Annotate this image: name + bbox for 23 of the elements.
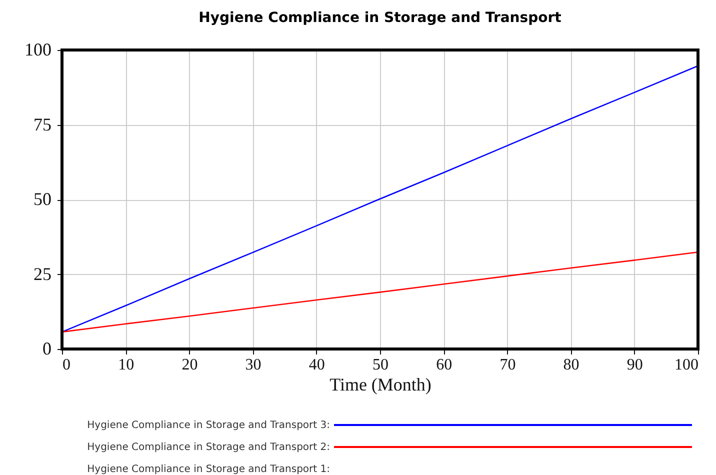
line-series bbox=[61, 65, 699, 333]
x-tick-label: 0 bbox=[62, 356, 70, 374]
x-tick-label: 20 bbox=[182, 356, 198, 374]
x-tick-label: 30 bbox=[245, 356, 262, 374]
legend-label: Hygiene Compliance in Storage and Transport 3: bbox=[87, 420, 330, 431]
y-tick-label: 100 bbox=[24, 40, 52, 60]
x-tick-label: 70 bbox=[500, 356, 516, 374]
y-tick-label: 25 bbox=[34, 264, 52, 284]
line-series bbox=[61, 251, 699, 333]
y-tick-label: 0 bbox=[42, 338, 52, 358]
x-tick-label: 100 bbox=[674, 356, 698, 374]
x-tick-label: 60 bbox=[436, 356, 452, 374]
x-tick-label: 50 bbox=[372, 356, 388, 374]
x-tick-label: 40 bbox=[308, 356, 325, 374]
y-tick-label: 75 bbox=[34, 114, 52, 134]
legend-label: Hygiene Compliance in Storage and Transport 2: bbox=[87, 442, 330, 453]
x-axis-title: Time (Month) bbox=[330, 374, 432, 394]
y-tick-label: 50 bbox=[34, 189, 52, 209]
x-tick-label: 10 bbox=[118, 356, 134, 374]
x-tick-label: 80 bbox=[563, 356, 580, 374]
text: Hygiene Compliance in Storage and Transport 1: bbox=[87, 464, 330, 475]
chart-title: Hygiene Compliance in Storage and Transport bbox=[198, 10, 562, 26]
x-tick-label: 90 bbox=[626, 356, 643, 374]
